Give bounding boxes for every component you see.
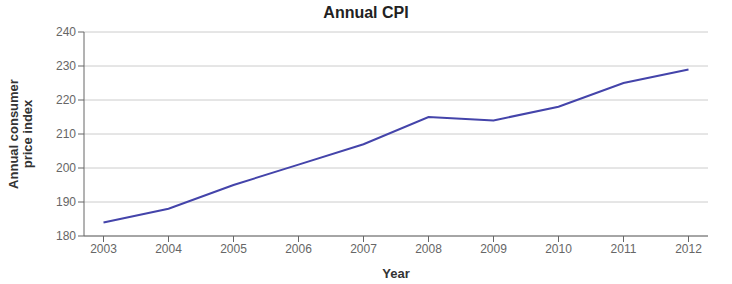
svg-text:2008: 2008	[415, 242, 442, 256]
svg-text:Annual consumerprice index: Annual consumerprice index	[8, 79, 35, 189]
svg-text:180: 180	[56, 229, 76, 243]
svg-text:2012: 2012	[675, 242, 702, 256]
svg-text:2005: 2005	[220, 242, 247, 256]
svg-text:2009: 2009	[480, 242, 507, 256]
svg-text:220: 220	[56, 93, 76, 107]
svg-text:230: 230	[56, 59, 76, 73]
svg-text:200: 200	[56, 161, 76, 175]
svg-text:2007: 2007	[350, 242, 377, 256]
svg-text:Year: Year	[382, 266, 409, 281]
svg-text:210: 210	[56, 127, 76, 141]
svg-text:240: 240	[56, 26, 76, 39]
svg-text:2006: 2006	[285, 242, 312, 256]
svg-text:2011: 2011	[611, 242, 637, 256]
svg-text:2003: 2003	[90, 242, 117, 256]
html-text:Annual CPI: Annual CPI	[323, 4, 409, 21]
svg-text:2004: 2004	[155, 242, 182, 256]
svg-text:190: 190	[56, 195, 76, 209]
svg-text:2010: 2010	[545, 242, 572, 256]
